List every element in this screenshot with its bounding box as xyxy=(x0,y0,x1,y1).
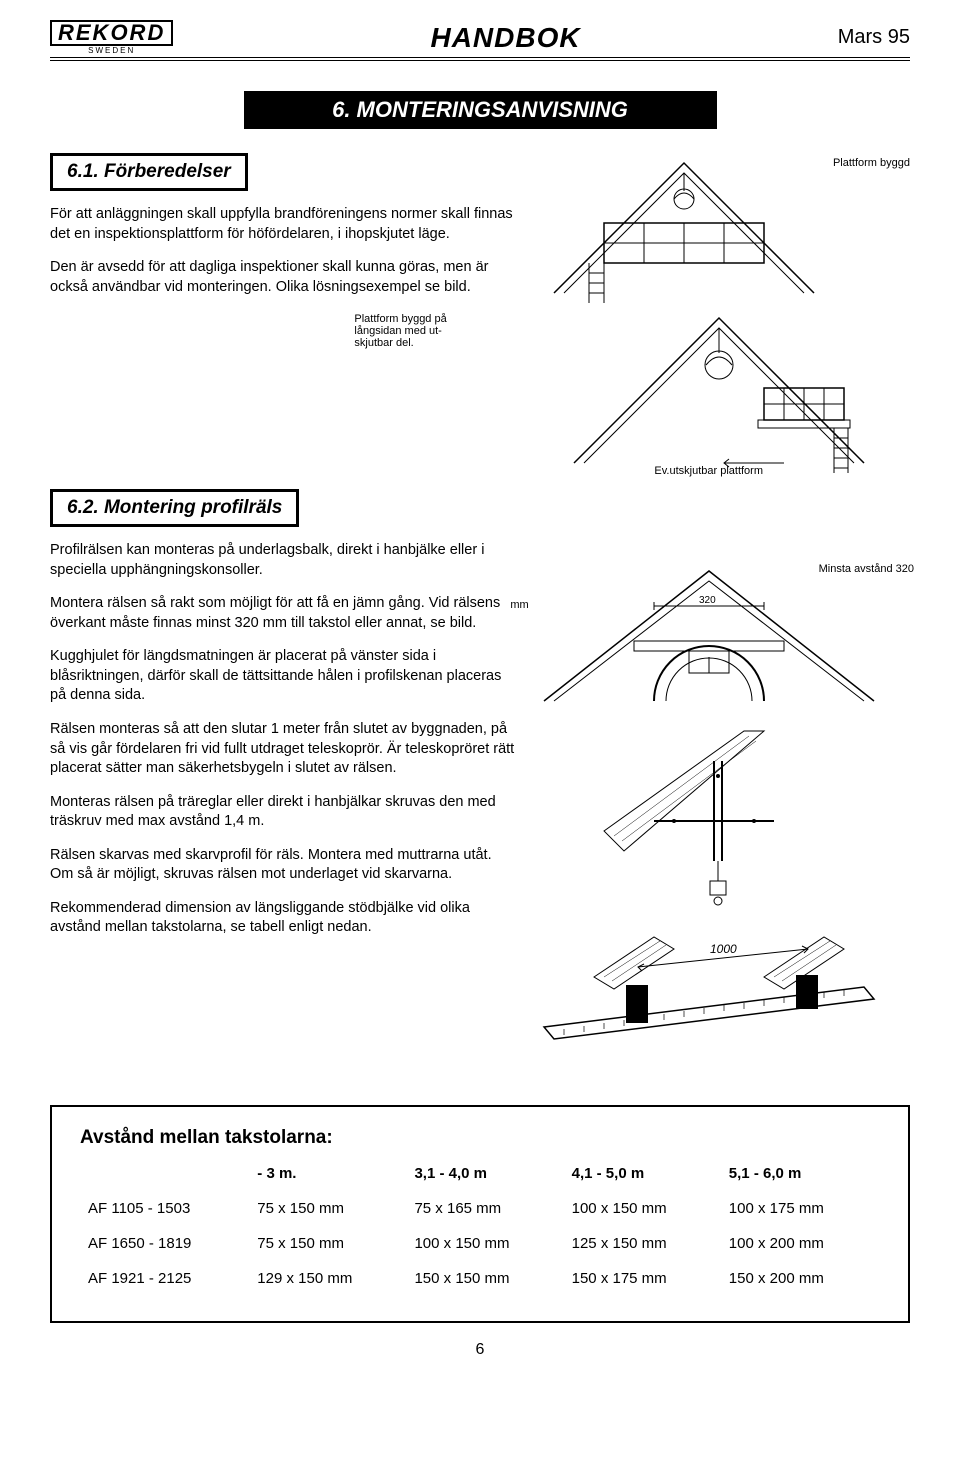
fig1-caption-bottom: Ev.utskjutbar plattform xyxy=(654,465,763,477)
page-number: 6 xyxy=(50,1341,910,1359)
s62-p4: Rälsen monteras så att den slutar 1 mete… xyxy=(50,720,514,779)
table-row: AF 1650 - 1819 75 x 150 mm 100 x 150 mm … xyxy=(82,1227,878,1260)
section-6-1-heading: 6.1. Förberedelser xyxy=(50,153,248,191)
th-2: 3,1 - 4,0 m xyxy=(408,1157,563,1190)
distance-table: - 3 m. 3,1 - 4,0 m 4,1 - 5,0 m 5,1 - 6,0… xyxy=(80,1155,880,1297)
table-title: Avstånd mellan takstolarna: xyxy=(80,1127,880,1149)
table-header-row: - 3 m. 3,1 - 4,0 m 4,1 - 5,0 m 5,1 - 6,0… xyxy=(82,1157,878,1190)
s62-p7: Rekommenderad dimension av längsliggande… xyxy=(50,899,514,938)
figure-bracket xyxy=(534,721,910,911)
logo-sub: SWEDEN xyxy=(88,46,135,55)
fig2-caption: Minsta avstånd 320 xyxy=(819,563,914,575)
platform-diagram-2 xyxy=(534,303,904,483)
s62-p5: Monteras rälsen på träreglar eller direk… xyxy=(50,793,514,832)
s61-p2: Den är avsedd för att dagliga inspektion… xyxy=(50,258,514,297)
section-6-1-row: 6.1. Förberedelser För att anläggningen … xyxy=(50,153,910,313)
table-row: AF 1105 - 1503 75 x 150 mm 75 x 165 mm 1… xyxy=(82,1192,878,1225)
th-3: 4,1 - 5,0 m xyxy=(566,1157,721,1190)
th-0 xyxy=(82,1157,249,1190)
td: 75 x 150 mm xyxy=(251,1227,406,1260)
dim-320-text: 320 xyxy=(699,595,716,606)
figure-platforms-2: Plattform byggd på långsidan med ut-skju… xyxy=(534,303,910,483)
td: 150 x 175 mm xyxy=(566,1262,721,1295)
td: 129 x 150 mm xyxy=(251,1262,406,1295)
td: 150 x 200 mm xyxy=(723,1262,878,1295)
th-1: - 3 m. xyxy=(251,1157,406,1190)
clearance-diagram: 320 xyxy=(534,561,904,711)
s62-p6: Rälsen skarvas med skarvprofil för räls.… xyxy=(50,846,514,885)
td: AF 1921 - 2125 xyxy=(82,1262,249,1295)
page-header: REKORD SWEDEN HANDBOK Mars 95 xyxy=(50,20,910,58)
figure-clearance: mm Minsta avstånd 320 320 xyxy=(534,561,910,711)
figure-platforms: Plattform byggd xyxy=(534,153,910,313)
platform-diagram-1 xyxy=(534,153,904,313)
td: AF 1650 - 1819 xyxy=(82,1227,249,1260)
main-heading: 6. MONTERINGSANVISNING xyxy=(244,91,717,129)
fig1-caption-right: Plattform byggd xyxy=(833,157,910,169)
s62-p2: Montera rälsen så rakt som möjligt för a… xyxy=(50,594,514,633)
section-6-2-row: Profilrälsen kan monteras på underlagsba… xyxy=(50,541,910,1077)
td: 75 x 150 mm xyxy=(251,1192,406,1225)
mm-label: mm xyxy=(510,599,528,611)
figure-rail-1000: 1000 xyxy=(534,917,910,1077)
td: AF 1105 - 1503 xyxy=(82,1192,249,1225)
dim-1000-text: 1000 xyxy=(710,942,737,956)
bracket-diagram xyxy=(594,721,874,911)
td: 100 x 150 mm xyxy=(566,1192,721,1225)
logo: REKORD SWEDEN xyxy=(50,20,173,55)
logo-main: REKORD xyxy=(50,20,173,46)
header-rule xyxy=(50,60,910,61)
td: 150 x 150 mm xyxy=(408,1262,563,1295)
doc-date: Mars 95 xyxy=(838,26,910,49)
td: 100 x 175 mm xyxy=(723,1192,878,1225)
table-row: AF 1921 - 2125 129 x 150 mm 150 x 150 mm… xyxy=(82,1262,878,1295)
section-6-2-heading: 6.2. Montering profilräls xyxy=(50,489,299,527)
th-4: 5,1 - 6,0 m xyxy=(723,1157,878,1190)
s61-p1: För att anläggningen skall uppfylla bran… xyxy=(50,205,514,244)
s62-p3: Kugghjulet för längdsmatningen är placer… xyxy=(50,647,514,706)
fig1-caption-left: Plattform byggd på långsidan med ut-skju… xyxy=(354,313,474,349)
s62-p1: Profilrälsen kan monteras på underlagsba… xyxy=(50,541,514,580)
rail-diagram: 1000 xyxy=(534,917,904,1077)
td: 75 x 165 mm xyxy=(408,1192,563,1225)
figure-2-row: Plattform byggd på långsidan med ut-skju… xyxy=(50,303,910,483)
doc-title: HANDBOK xyxy=(430,22,580,54)
td: 125 x 150 mm xyxy=(566,1227,721,1260)
td: 100 x 150 mm xyxy=(408,1227,563,1260)
distance-table-frame: Avstånd mellan takstolarna: - 3 m. 3,1 -… xyxy=(50,1105,910,1323)
td: 100 x 200 mm xyxy=(723,1227,878,1260)
